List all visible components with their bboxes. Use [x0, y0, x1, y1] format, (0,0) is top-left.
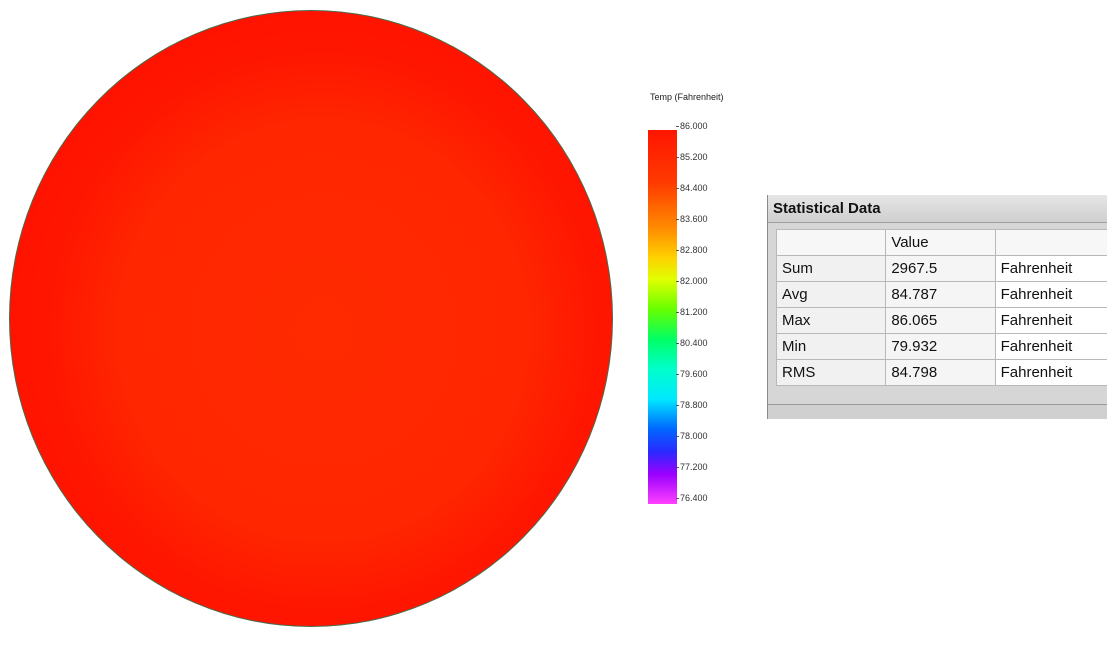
table-row[interactable]: Min 79.932 Fahrenheit: [775, 333, 1107, 360]
legend-tick: 81.200: [676, 306, 740, 318]
panel-title: Statistical Data: [768, 195, 1107, 223]
table-row[interactable]: Sum 2967.5 Fahrenheit: [775, 255, 1107, 282]
row-value: 86.065: [885, 307, 996, 334]
legend-tick: 77.200: [676, 461, 740, 473]
row-label: Min: [775, 333, 887, 360]
legend-title: Temp (Fahrenheit): [650, 92, 724, 102]
row-label: Avg: [775, 281, 887, 308]
legend-tick: 78.000: [676, 430, 740, 442]
legend-tick: 78.800: [676, 399, 740, 411]
row-value: 79.932: [885, 333, 996, 360]
legend-tick: 80.400: [676, 337, 740, 349]
temperature-plot-area: Temp (Fahrenheit) 86.000 85.200 84.400 8…: [9, 10, 740, 627]
legend-tick: 83.600: [676, 213, 740, 225]
legend-tick: 86.000: [676, 120, 740, 132]
table-row[interactable]: Max 86.065 Fahrenheit: [775, 307, 1107, 334]
legend-tick: 84.400: [676, 182, 740, 194]
row-value: 2967.5: [885, 255, 996, 282]
row-unit: Fahrenheit: [994, 359, 1107, 386]
color-scale-bar: [648, 130, 677, 504]
header-cell-value: Value: [885, 229, 996, 256]
row-value: 84.798: [885, 359, 996, 386]
row-label: Max: [775, 307, 887, 334]
row-unit: Fahrenheit: [994, 333, 1107, 360]
legend-tick: 82.000: [676, 275, 740, 287]
header-cell-unit: [994, 229, 1107, 256]
panel-footer-bar: [768, 404, 1107, 419]
row-value: 84.787: [885, 281, 996, 308]
row-label: RMS: [775, 359, 887, 386]
table-row[interactable]: Avg 84.787 Fahrenheit: [775, 281, 1107, 308]
legend-tick: 79.600: [676, 368, 740, 380]
header-cell-blank: [775, 229, 887, 256]
row-unit: Fahrenheit: [994, 281, 1107, 308]
table-header-row: Value: [775, 229, 1107, 256]
table-row[interactable]: RMS 84.798 Fahrenheit: [775, 359, 1107, 386]
row-unit: Fahrenheit: [994, 307, 1107, 334]
legend-tick: 85.200: [676, 151, 740, 163]
legend-tick: 82.800: [676, 244, 740, 256]
temperature-contour-disc[interactable]: [9, 10, 613, 627]
row-unit: Fahrenheit: [994, 255, 1107, 282]
legend-tick: 76.400: [676, 492, 740, 504]
row-label: Sum: [775, 255, 887, 282]
statistics-table: Value Sum 2967.5 Fahrenheit Avg 84.787 F…: [775, 229, 1107, 386]
statistical-data-panel: Statistical Data Value Sum 2967.5 Fahren…: [767, 195, 1107, 419]
